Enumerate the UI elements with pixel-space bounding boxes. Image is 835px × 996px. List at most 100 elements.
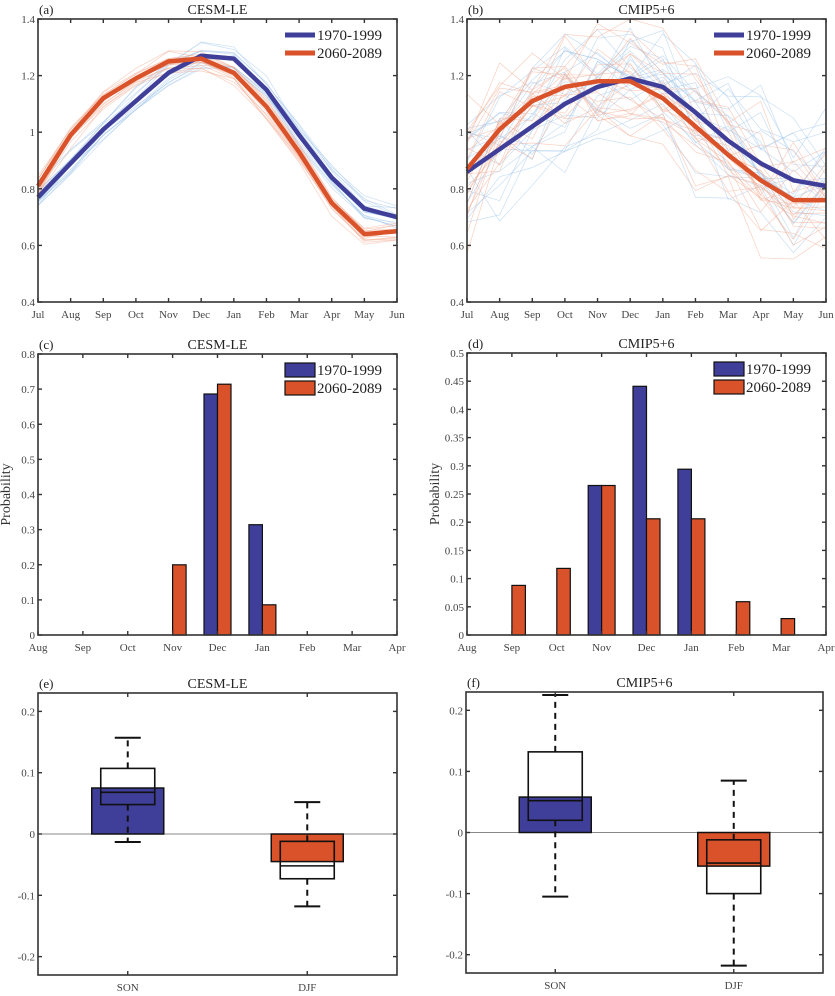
y-tick-label: 0.5: [450, 348, 464, 360]
x-tick-label: Aug: [29, 642, 48, 654]
y-tick-label: 0: [30, 829, 36, 841]
ensemble-member-line: [466, 74, 827, 213]
x-tick-label: Dec: [638, 642, 656, 654]
bar-1970-1999-Nov: [587, 484, 603, 636]
chart-title: CESM-LE: [188, 338, 248, 353]
ensemble-member-line: [466, 63, 827, 205]
y-tick-label: 0: [30, 630, 36, 642]
bar-SON: [91, 787, 165, 835]
legend-swatch: [284, 362, 316, 378]
y-tick-label: 0.6: [450, 240, 464, 252]
y-tick-label: 0.6: [21, 240, 35, 252]
panel-c: 0 0.1 0.2 0.3 0.4 0.5 0.6 0.7 0.8 Aug Sep Oct Nov Dec…: [0, 337, 406, 654]
x-tick-label: Dec: [209, 642, 227, 654]
x-tick-label: Oct: [120, 642, 136, 654]
chart-title: CESM-LE: [188, 3, 248, 18]
series-line-1970-1999: [465, 76, 827, 189]
x-tick-label: Mar: [290, 309, 309, 321]
x-tick-label: Feb: [258, 309, 275, 321]
y-tick-label: 0.1: [450, 574, 464, 586]
x-tick-label: Oct: [549, 642, 565, 654]
x-tick-label: Jan: [226, 309, 241, 321]
y-tick-label: 0.3: [21, 525, 35, 537]
ensemble-member-line: [37, 41, 398, 207]
x-tick-label: Jun: [818, 309, 834, 321]
ensemble-member-line: [37, 53, 398, 231]
x-tick-label: Sep: [75, 642, 92, 654]
ensemble-member-line: [466, 47, 827, 166]
y-tick-label: 1.4: [21, 14, 35, 26]
legend-entry: 1970-1999: [317, 28, 382, 44]
legend-entry: 1970-1999: [746, 362, 811, 378]
bar-2060-2089-Oct: [556, 567, 571, 636]
legend-swatch: [713, 361, 745, 377]
legend-entry: 2060-2089: [746, 380, 811, 396]
ensemble-member-line: [466, 108, 827, 254]
bar-DJF: [697, 831, 771, 867]
bar-2060-2089-Feb: [735, 601, 751, 636]
y-tick-label: 1: [459, 127, 465, 139]
bar-2060-2089-Jan: [261, 604, 277, 636]
bar-2060-2089-Dec: [645, 518, 661, 636]
y-tick-label: 0.05: [445, 602, 465, 614]
legend-entry: 1970-1999: [746, 28, 811, 44]
ensemble-member-line: [37, 58, 398, 218]
ensemble-member-line: [37, 50, 398, 216]
axes-frame: [37, 18, 398, 303]
box-DJF: [705, 839, 762, 895]
y-tick-label: 0.4: [450, 404, 464, 416]
y-axis-label: Probability: [0, 463, 14, 525]
box-SON: [527, 751, 584, 822]
y-tick-label: 0.45: [445, 376, 465, 388]
ensemble-member-line: [466, 53, 827, 221]
y-tick-label: 0.4: [21, 490, 35, 502]
legend-swatch: [284, 380, 316, 396]
ensemble-member-line: [37, 42, 398, 209]
bar-2060-2089-Sep: [511, 584, 526, 636]
ensemble-member-line: [466, 103, 827, 247]
x-tick-label: DJF: [725, 980, 743, 992]
y-tick-label: 0.15: [445, 545, 465, 557]
y-tick-label: 1: [30, 127, 36, 139]
chart-title: CMIP5+6: [618, 3, 674, 18]
y-tick-label: -0.1: [18, 890, 35, 902]
bar-1970-1999-Dec: [203, 393, 219, 636]
y-tick-label: 0.8: [450, 184, 464, 196]
y-tick-label: -0.2: [446, 950, 463, 962]
x-tick-label: Jan: [655, 309, 670, 321]
chart-title: CMIP5+6: [616, 676, 672, 691]
x-tick-label: May: [783, 309, 804, 321]
x-tick-label: Apr: [388, 642, 405, 654]
box-SON: [99, 767, 156, 806]
x-tick-label: Apr: [752, 309, 769, 321]
bar-2060-2089-Mar: [780, 617, 796, 636]
y-tick-label: 0.1: [21, 595, 35, 607]
x-tick-label: Apr: [817, 642, 834, 654]
y-tick-label: 0.2: [450, 517, 464, 529]
x-tick-label: Aug: [490, 309, 509, 321]
bar-2060-2089-Nov: [600, 484, 616, 636]
x-tick-label: Dec: [621, 309, 639, 321]
ensemble-member-line: [466, 18, 827, 193]
x-tick-label: Jun: [389, 309, 405, 321]
x-tick-label: Jul: [461, 309, 474, 321]
x-tick-label: Jan: [255, 642, 270, 654]
y-tick-label: 0.2: [449, 705, 463, 717]
panel-b: 0.4 0.6 0.8 1 1.2 1.4 Jul Aug Sep Oct Nov Dec Jan Feb…: [450, 2, 834, 321]
series-line-2060-2089: [465, 79, 826, 203]
y-tick-label: 1.2: [21, 71, 35, 83]
x-tick-label: Sep: [504, 642, 521, 654]
y-tick-label: -0.2: [18, 952, 35, 964]
panel-d: 0 0.05 0.1 0.15 0.2 0.25 0.3 0.35 0.4 0.45 0.5 Aug S…: [428, 336, 835, 654]
y-tick-label: 0.2: [21, 560, 35, 572]
x-tick-label: Sep: [95, 309, 112, 321]
x-tick-label: Sep: [524, 309, 541, 321]
box-DJF: [279, 840, 336, 880]
x-tick-label: May: [354, 309, 375, 321]
x-tick-label: Aug: [458, 642, 477, 654]
y-tick-label: 0.25: [445, 489, 465, 501]
panel-label: (e): [39, 676, 53, 691]
ensemble-member-line: [466, 112, 827, 220]
legend-entry: 2060-2089: [746, 46, 811, 62]
